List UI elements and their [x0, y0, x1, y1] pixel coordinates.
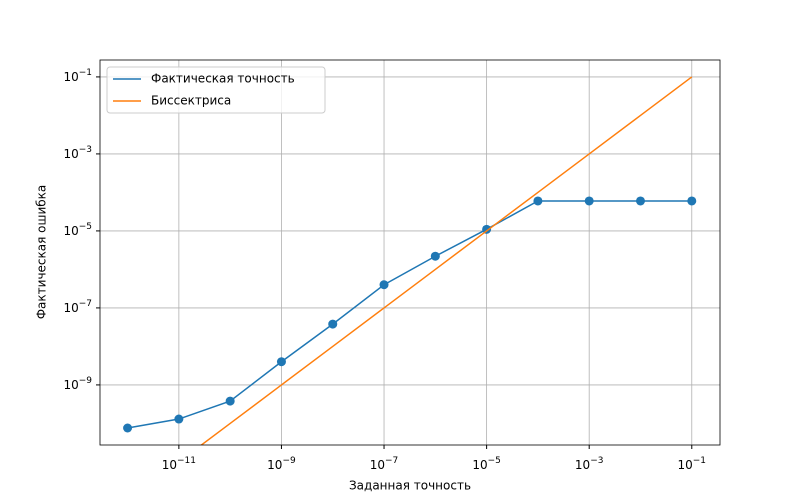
y-tick-label: 10−9 [63, 375, 92, 391]
data-point [225, 396, 235, 406]
legend-box [106, 66, 326, 114]
y-tick-label: 10−7 [63, 298, 92, 314]
series-line [200, 76, 693, 445]
data-point [635, 196, 645, 206]
y-tick-label: 10−3 [63, 144, 92, 160]
data-point [174, 414, 184, 424]
x-tick-label: 10−11 [162, 456, 196, 472]
x-tick-label: 10−3 [575, 456, 604, 472]
x-tick-label: 10−1 [677, 456, 706, 472]
x-tick-label: 10−5 [472, 456, 501, 472]
plot-area [123, 76, 697, 445]
data-point [687, 196, 697, 206]
x-axis-label: Заданная точность [349, 479, 471, 493]
data-point [276, 357, 286, 367]
data-point [379, 280, 389, 290]
y-tick-label: 10−5 [63, 221, 92, 237]
data-point [123, 423, 133, 433]
plot-frame [99, 59, 721, 446]
y-tick-label: 10−1 [63, 67, 92, 83]
x-tick-label: 10−9 [267, 456, 296, 472]
x-tick-label: 10−7 [370, 456, 399, 472]
series-line [127, 200, 692, 429]
y-axis-label: Фактическая ошибка [35, 185, 49, 320]
legend-label: Биссектриса [151, 94, 231, 108]
data-point [533, 196, 543, 206]
data-point [584, 196, 594, 206]
legend-label: Фактическая точность [151, 72, 295, 86]
data-point [430, 251, 440, 261]
data-point [482, 224, 492, 234]
data-point [328, 319, 338, 329]
